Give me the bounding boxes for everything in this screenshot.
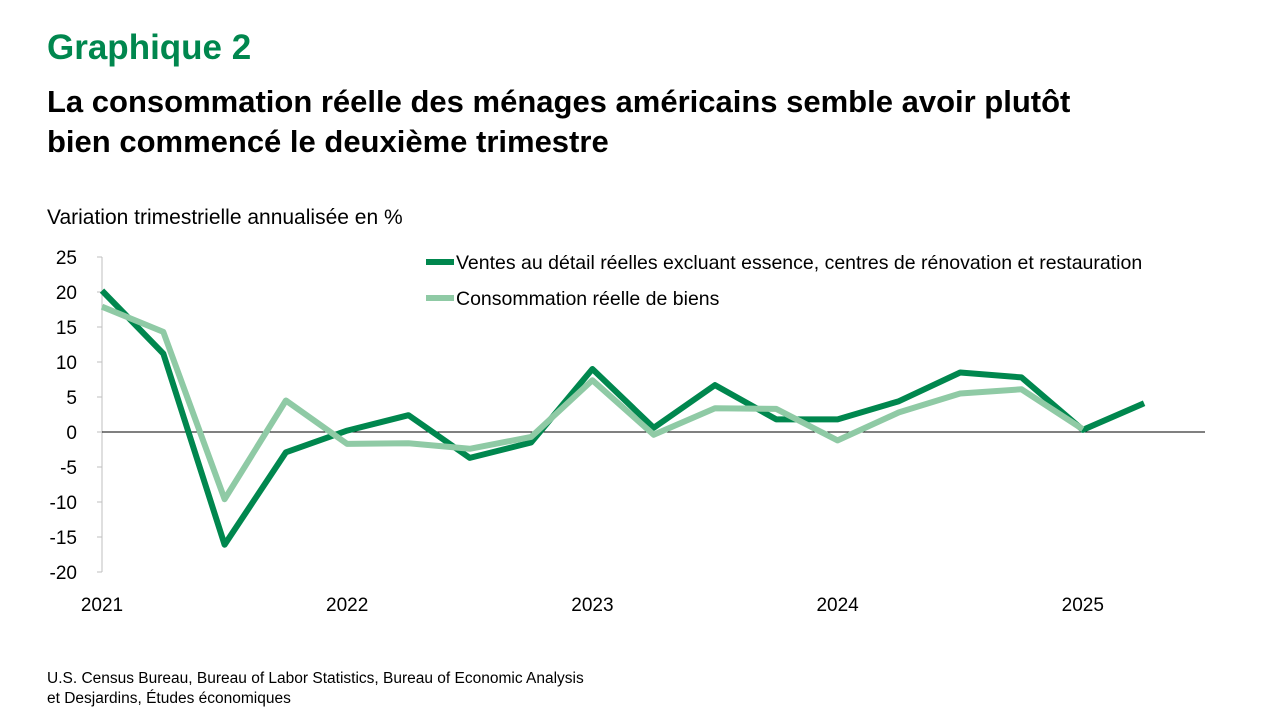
y-tick-label: -10 [50, 493, 77, 514]
chart-title-line-1: La consommation réelle des ménages améri… [47, 84, 1071, 119]
chart-label: Graphique 2 [47, 28, 252, 67]
x-tick-label: 2021 [81, 595, 123, 616]
source-line-1: U.S. Census Bureau, Bureau of Labor Stat… [47, 670, 584, 687]
y-tick-label: -15 [50, 528, 77, 549]
y-tick-label: 0 [66, 423, 77, 444]
y-tick-label: 15 [56, 318, 77, 339]
y-tick-label: -20 [50, 563, 77, 584]
x-tick-label: 2025 [1062, 595, 1104, 616]
y-tick-label: 10 [56, 353, 77, 374]
x-tick-label: 2023 [571, 595, 613, 616]
x-tick-label: 2022 [326, 595, 368, 616]
y-tick-label: 5 [66, 388, 77, 409]
y-tick-label: -5 [60, 458, 77, 479]
y-axis-label: Variation trimestrielle annualisée en % [47, 206, 403, 229]
series-line-goods-consumption [100, 303, 1085, 503]
legend-label: Ventes au détail réelles excluant essenc… [456, 252, 1142, 274]
series-line-retail-sales [99, 288, 1146, 548]
chart-title-line-2: bien commencé le deuxième trimestre [47, 124, 609, 159]
y-tick-label: 20 [56, 283, 77, 304]
chart-title: La consommation réelle des ménages améri… [47, 82, 1247, 162]
source-note: U.S. Census Bureau, Bureau of Labor Stat… [47, 669, 584, 709]
source-line-2: et Desjardins, Études économiques [47, 690, 291, 707]
y-tick-label: 25 [56, 248, 77, 269]
legend-label: Consommation réelle de biens [456, 288, 720, 310]
x-tick-label: 2024 [816, 595, 859, 616]
